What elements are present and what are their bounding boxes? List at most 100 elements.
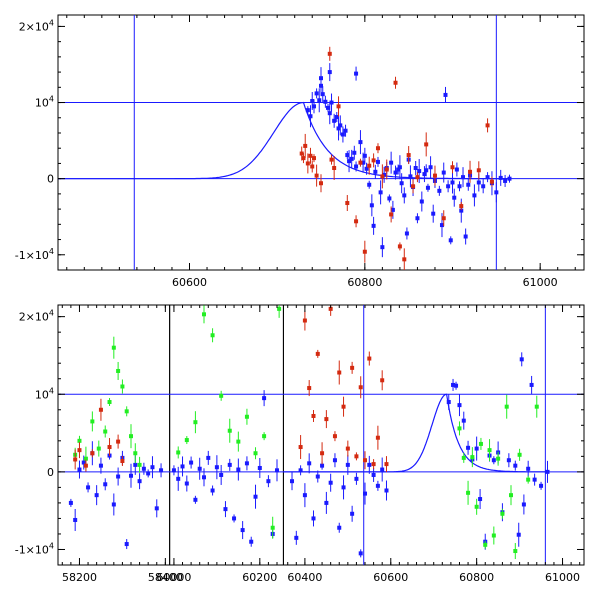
data-point (349, 156, 354, 161)
data-point (491, 533, 496, 538)
data-point (98, 463, 103, 468)
data-point (311, 104, 316, 109)
data-point (378, 190, 383, 195)
data-point (478, 497, 483, 502)
data-point (496, 456, 501, 461)
data-point (470, 455, 475, 460)
data-point (352, 150, 357, 155)
data-point (302, 493, 307, 498)
x-tick-label: 60800 (347, 276, 382, 289)
data-point (441, 170, 446, 175)
data-point (214, 465, 219, 470)
data-point (299, 151, 304, 156)
data-point (373, 169, 378, 174)
data-point (402, 193, 407, 198)
data-point (380, 378, 385, 383)
data-point (184, 481, 189, 486)
data-point (402, 257, 407, 262)
data-point (358, 140, 363, 145)
data-point (371, 462, 376, 467)
series-green (73, 305, 539, 560)
data-point (270, 525, 275, 530)
data-point (526, 477, 531, 482)
y-tick-label: 104 (35, 386, 54, 401)
data-point (487, 448, 492, 453)
data-point (380, 174, 385, 179)
data-point (328, 480, 333, 485)
data-point (310, 99, 315, 104)
data-point (369, 203, 374, 208)
data-point (124, 409, 129, 414)
data-point (375, 435, 380, 440)
data-point (419, 199, 424, 204)
data-point (116, 439, 121, 444)
x-tick-label: 61000 (545, 571, 580, 584)
data-point (301, 156, 306, 161)
data-point (77, 448, 82, 453)
data-point (354, 164, 359, 169)
data-point (451, 382, 456, 387)
data-point (201, 475, 206, 480)
data-point (227, 428, 232, 433)
data-point (350, 365, 355, 370)
data-point (417, 169, 422, 174)
data-point (384, 488, 389, 493)
data-point (384, 167, 389, 172)
data-point (389, 212, 394, 217)
data-point (240, 528, 245, 533)
data-point (137, 479, 142, 484)
data-point (329, 100, 334, 105)
data-point (387, 196, 392, 201)
data-point (529, 382, 534, 387)
data-point (375, 159, 380, 164)
data-point (311, 413, 316, 418)
data-point (466, 182, 471, 187)
x-tick-label: 60000 (156, 571, 191, 584)
y-tick-label: -1×104 (15, 247, 54, 262)
data-point (262, 434, 267, 439)
data-point (354, 219, 359, 224)
data-point (361, 160, 366, 165)
data-point (305, 161, 310, 166)
data-point (244, 414, 249, 419)
data-point (128, 434, 133, 439)
data-point (341, 485, 346, 490)
y-tick-label: 2×104 (19, 18, 54, 33)
data-point (305, 108, 310, 113)
data-point (406, 153, 411, 158)
data-point (329, 157, 334, 162)
x-tick-label: 60400 (287, 571, 322, 584)
data-point (124, 542, 129, 547)
data-point (526, 466, 531, 471)
x-tick-label: 58400 (148, 571, 183, 584)
data-point (424, 168, 429, 173)
data-point (431, 211, 436, 216)
x-tick-label: 58200 (62, 571, 97, 584)
data-point (277, 306, 282, 311)
data-point (393, 170, 398, 175)
data-point (319, 181, 323, 186)
data-point (345, 446, 350, 451)
data-point (450, 180, 455, 185)
data-point (310, 164, 315, 169)
data-point (253, 451, 258, 456)
chart-panel-top: -1×104 0 104 2×104 60600 60800 61000 (15, 14, 585, 289)
data-point (371, 223, 376, 228)
data-point (390, 207, 395, 212)
data-point (446, 400, 451, 405)
data-point (340, 132, 345, 137)
data-point (362, 153, 367, 158)
data-point (459, 208, 464, 213)
data-point (367, 182, 372, 187)
data-point (107, 445, 112, 450)
data-point (332, 118, 337, 123)
data-point (219, 472, 224, 477)
data-point (363, 458, 368, 463)
data-point (343, 128, 348, 133)
data-point (314, 91, 319, 96)
y-tick-label: 0 (47, 466, 54, 479)
data-point (307, 461, 312, 466)
data-point (474, 446, 479, 451)
data-point (83, 456, 88, 461)
